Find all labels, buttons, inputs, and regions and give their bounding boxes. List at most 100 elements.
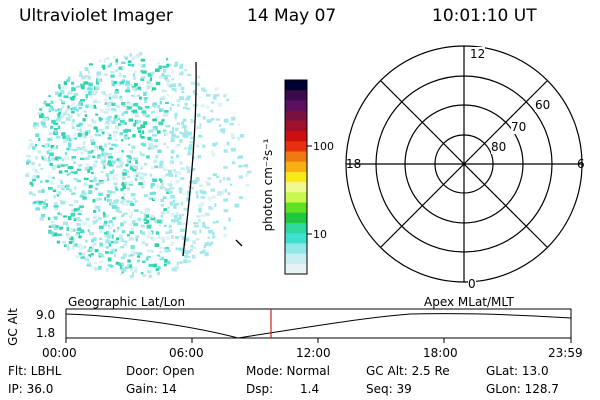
emission-speck (49, 106, 53, 110)
emission-speck (111, 102, 116, 106)
emission-speck (112, 266, 116, 269)
emission-speck (124, 108, 129, 113)
emission-speck (189, 141, 194, 144)
emission-speck (212, 235, 216, 239)
emission-speck (207, 236, 210, 239)
emission-speck (165, 132, 169, 137)
emission-speck (61, 132, 66, 136)
emission-speck (50, 100, 54, 104)
emission-speck (99, 260, 103, 264)
emission-speck (158, 166, 162, 168)
emission-speck (122, 253, 127, 258)
emission-speck (86, 264, 92, 267)
emission-speck (118, 263, 122, 266)
emission-speck (99, 245, 103, 248)
emission-speck (182, 222, 188, 225)
emission-speck (158, 108, 163, 112)
emission-speck (127, 129, 132, 132)
emission-speck (91, 244, 94, 249)
emission-speck (166, 146, 169, 149)
emission-speck (129, 164, 135, 167)
emission-speck (197, 155, 202, 159)
color-bar-cell (285, 141, 307, 153)
emission-speck (149, 173, 153, 177)
emission-speck (170, 242, 175, 246)
emission-speck (214, 203, 217, 207)
emission-speck (102, 211, 106, 215)
emission-speck (158, 224, 162, 227)
emission-speck (94, 249, 99, 253)
emission-speck (121, 150, 124, 153)
emission-speck (141, 70, 147, 74)
emission-speck (108, 242, 112, 247)
emission-speck (83, 182, 87, 187)
emission-speck (80, 83, 85, 87)
emission-speck (95, 183, 100, 186)
emission-speck (78, 243, 83, 247)
emission-speck (150, 183, 155, 187)
emission-speck (61, 105, 65, 109)
emission-speck (161, 73, 165, 76)
emission-speck (48, 174, 52, 179)
terminator-line (182, 61, 197, 257)
emission-speck (245, 173, 249, 177)
emission-speck (115, 261, 120, 265)
emission-speck (54, 130, 57, 135)
emission-speck (169, 130, 175, 134)
emission-speck (65, 108, 70, 111)
emission-speck (202, 116, 206, 120)
color-bar-cell (285, 110, 307, 122)
emission-speck (100, 109, 104, 113)
emission-speck (180, 177, 185, 180)
emission-speck (35, 156, 39, 160)
emission-speck (208, 196, 212, 201)
emission-speck (148, 122, 151, 125)
emission-speck (55, 225, 59, 228)
emission-speck (159, 250, 163, 254)
emission-speck (103, 223, 107, 227)
emission-speck (215, 141, 218, 145)
emission-speck (41, 145, 45, 148)
emission-speck (114, 248, 117, 252)
emission-speck (129, 136, 133, 139)
emission-speck (121, 117, 126, 121)
emission-speck (119, 155, 123, 160)
emission-speck (120, 246, 125, 249)
emission-speck (51, 224, 56, 228)
emission-speck (78, 107, 83, 110)
emission-speck (231, 136, 236, 140)
emission-speck (134, 114, 139, 118)
emission-speck (57, 233, 62, 236)
emission-speck (128, 118, 134, 122)
emission-speck (174, 171, 177, 174)
emission-speck (133, 165, 139, 170)
emission-speck (113, 138, 119, 142)
emission-speck (103, 111, 109, 114)
emission-speck (169, 179, 172, 184)
emission-speck (162, 65, 168, 68)
emission-speck (101, 159, 106, 163)
emission-speck (191, 186, 194, 190)
emission-speck (216, 175, 220, 178)
emission-speck (77, 219, 82, 222)
emission-speck (66, 224, 70, 227)
emission-speck (95, 113, 99, 116)
emission-speck (128, 223, 132, 226)
emission-speck (68, 204, 74, 207)
emission-speck (71, 192, 76, 195)
emission-speck (56, 240, 60, 244)
emission-speck (109, 147, 114, 150)
emission-speck (144, 106, 150, 109)
emission-speck (186, 197, 191, 202)
emission-speck (179, 261, 183, 264)
emission-speck (100, 170, 104, 173)
emission-speck (140, 172, 143, 175)
observation-time: 10:01:10 UT (432, 6, 537, 26)
emission-speck (187, 150, 192, 153)
color-bar-cell (285, 131, 307, 142)
emission-speck (125, 89, 131, 93)
emission-speck (212, 142, 217, 147)
emission-speck (170, 212, 175, 217)
emission-speck (121, 79, 125, 84)
emission-speck (239, 134, 244, 138)
